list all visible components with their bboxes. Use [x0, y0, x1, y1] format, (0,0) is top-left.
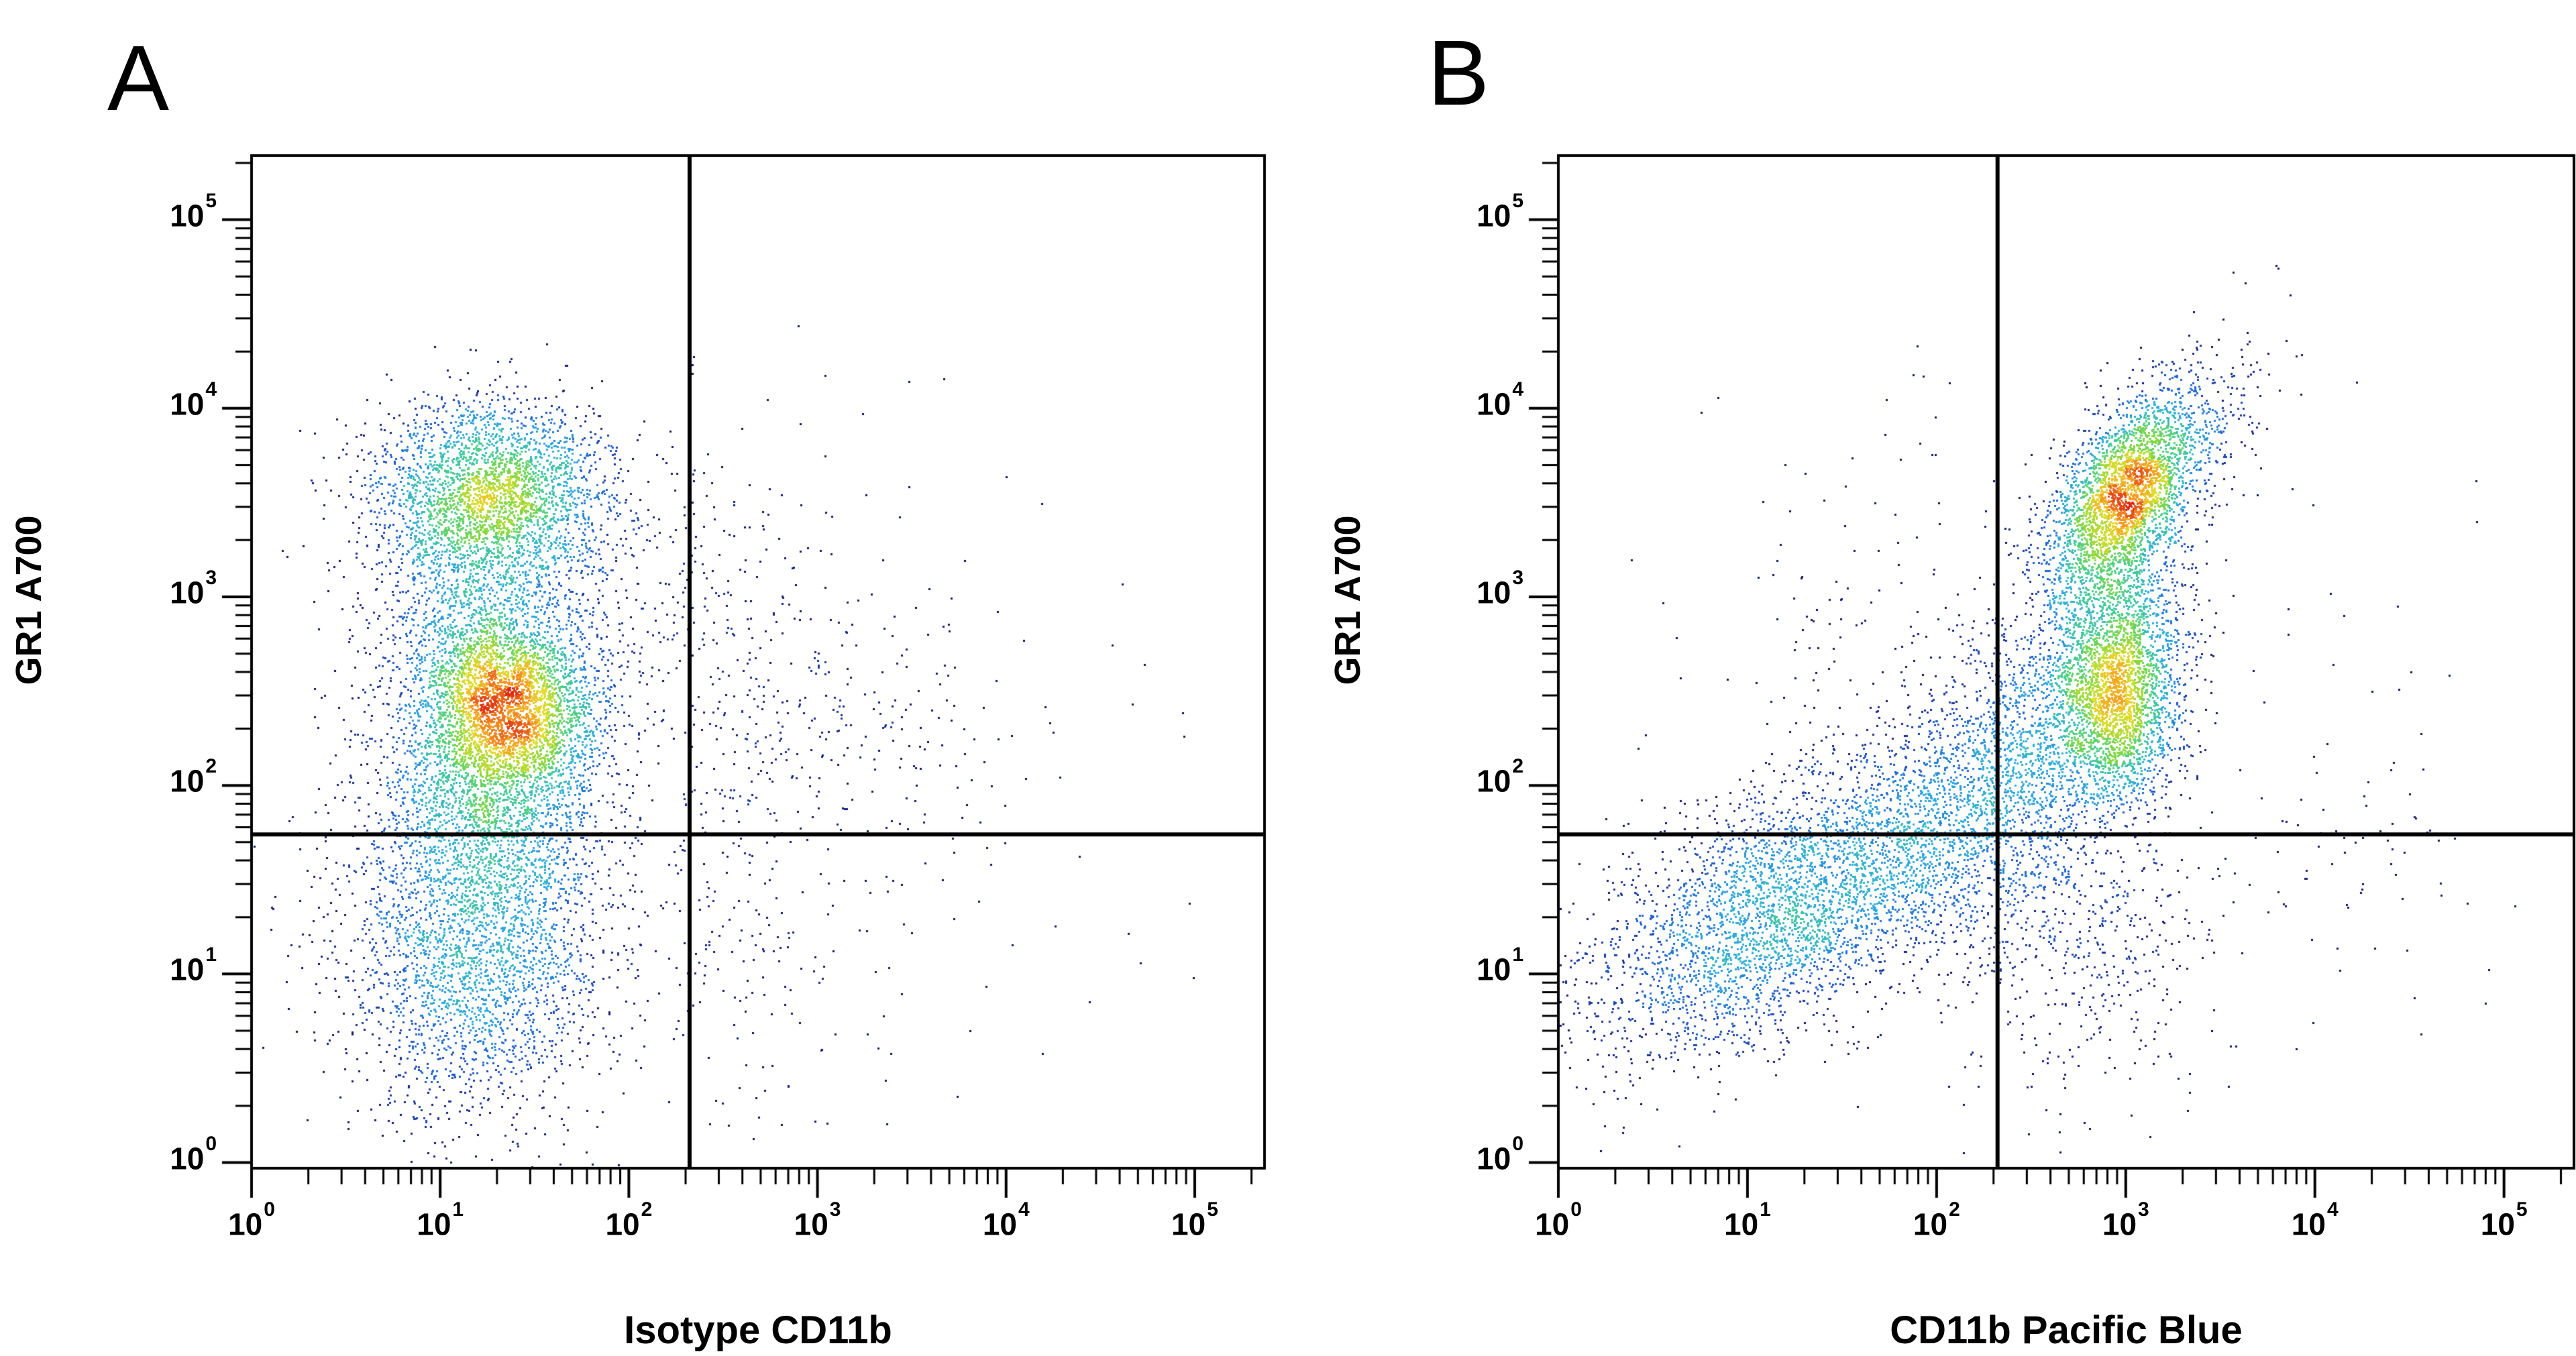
x-tick-label: 103: [2102, 1198, 2149, 1242]
y-tick-label: 101: [170, 944, 217, 987]
panel-a-y-axis-title: GR1 A700: [9, 515, 49, 685]
y-tick-label: 104: [1477, 378, 1523, 422]
y-tick-label: 100: [170, 1132, 217, 1176]
panel-a-letter: A: [107, 27, 170, 130]
y-tick-label: 103: [1477, 566, 1523, 610]
y-tick-label: 103: [170, 566, 217, 610]
y-tick-label: 104: [170, 378, 217, 422]
x-tick-label: 100: [1535, 1198, 1582, 1242]
x-tick-label: 104: [982, 1198, 1030, 1242]
y-tick-label: 105: [170, 189, 217, 233]
y-tick-label: 101: [1477, 944, 1523, 987]
y-tick-label: 102: [170, 755, 217, 799]
y-tick-label: 102: [1477, 755, 1523, 799]
x-tick-label: 101: [417, 1198, 464, 1242]
panel-b-y-axis-title: GR1 A700: [1328, 515, 1368, 685]
x-tick-label: 102: [605, 1198, 653, 1242]
panel-a-x-axis-title: Isotype CD11b: [624, 1308, 892, 1352]
panel-b-x-axis-title: CD11b Pacific Blue: [1890, 1308, 2243, 1352]
y-tick-label: 100: [1477, 1132, 1523, 1176]
x-tick-label: 105: [1171, 1198, 1218, 1242]
x-tick-label: 101: [1723, 1198, 1771, 1242]
x-tick-label: 105: [2480, 1198, 2528, 1242]
y-tick-label: 105: [1477, 189, 1523, 233]
x-tick-label: 103: [794, 1198, 841, 1242]
panel-b-letter: B: [1428, 21, 1490, 125]
x-tick-label: 100: [228, 1198, 275, 1242]
x-tick-label: 104: [2291, 1198, 2339, 1242]
x-tick-label: 102: [1913, 1198, 1960, 1242]
